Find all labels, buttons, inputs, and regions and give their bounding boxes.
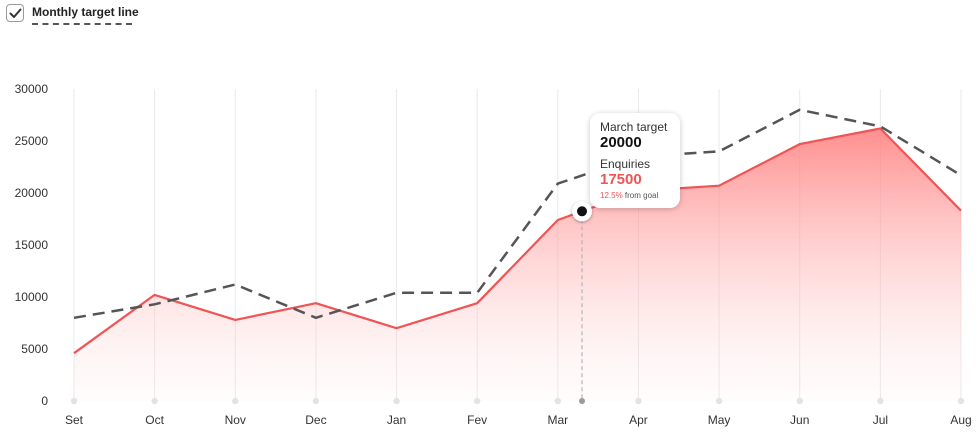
baseline-dot-nov: [232, 397, 239, 405]
baseline-dot-oct: [151, 397, 158, 405]
x-tick-fev: Fev: [467, 413, 487, 427]
x-tick-may: May: [708, 413, 731, 427]
tooltip: March target 20000 Enquiries 17500 12.5%…: [590, 113, 680, 208]
x-tick-aug: Aug: [950, 413, 971, 427]
enquiries-area: [74, 128, 961, 401]
toggle-label: Monthly target line: [32, 5, 139, 19]
highlight-base-dot: [579, 398, 586, 404]
check-icon: [9, 8, 21, 18]
highlight-dot: [577, 206, 588, 217]
y-tick-15000: 15000: [15, 238, 49, 252]
x-axis: Set Oct Nov Dec Jan Fev Mar Apr May Jun Jul Aug: [65, 413, 972, 427]
baseline-dot-dec: [312, 397, 320, 405]
tooltip-diff-pct: 12.5%: [600, 191, 623, 200]
baseline-dot-may: [715, 397, 723, 405]
baseline-dot-jan: [393, 397, 400, 405]
y-tick-25000: 25000: [15, 134, 49, 148]
tooltip-enquiries-label: Enquiries: [600, 157, 651, 171]
x-tick-nov: Nov: [225, 413, 246, 427]
y-axis: 0 5000 10000 15000 20000 25000 30000: [15, 82, 49, 408]
target-line: [73, 108, 962, 320]
baseline-dot-mar: [554, 397, 562, 405]
baseline-dot-fev: [473, 397, 481, 405]
baseline-dot-jun: [796, 397, 803, 405]
x-tick-mar: Mar: [547, 413, 568, 427]
tooltip-target-label: March target: [600, 120, 668, 134]
monthly-target-toggle[interactable]: Monthly target line: [6, 4, 139, 25]
tooltip-target-value: 20000: [600, 134, 642, 151]
x-tick-apr: Apr: [629, 413, 648, 427]
y-tick-0: 0: [41, 394, 48, 408]
baseline-dot-apr: [635, 397, 642, 405]
x-tick-jan: Jan: [387, 413, 406, 427]
target-line-checkbox[interactable]: [6, 4, 24, 22]
tooltip-enquiries-value: 17500: [600, 171, 642, 188]
baseline-dot-aug: [957, 397, 965, 405]
x-tick-jul: Jul: [873, 413, 888, 427]
x-tick-jun: Jun: [790, 413, 809, 427]
x-tick-oct: Oct: [145, 413, 164, 427]
baseline-dot-set: [70, 397, 78, 405]
x-tick-dec: Dec: [305, 413, 326, 427]
y-tick-30000: 30000: [15, 82, 49, 96]
baseline-dots: [70, 397, 965, 405]
tooltip-diff-text: from goal: [624, 191, 659, 200]
y-tick-5000: 5000: [21, 342, 48, 356]
y-tick-10000: 10000: [15, 290, 49, 304]
baseline-dot-jul: [877, 397, 884, 405]
x-tick-set: Set: [65, 413, 84, 427]
tooltip-difference: 12.5% from goal: [600, 190, 671, 201]
highlight-marker[interactable]: [572, 201, 593, 404]
y-tick-20000: 20000: [15, 186, 49, 200]
target-legend-swatch: [32, 23, 132, 25]
enquiries-line: [73, 127, 962, 355]
